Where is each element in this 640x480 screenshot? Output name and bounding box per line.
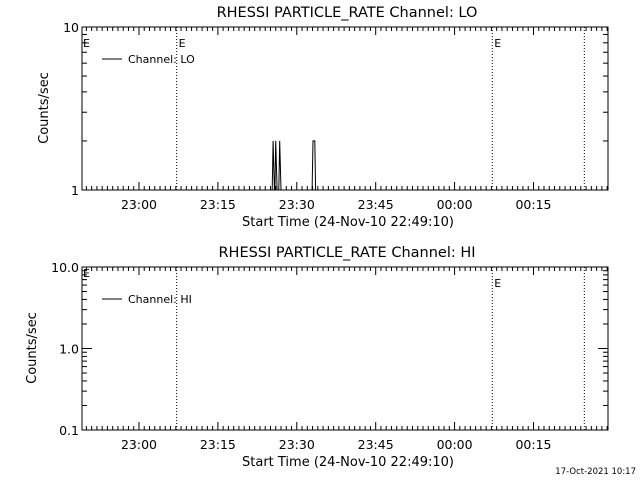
x-tick-label: 00:15 (515, 437, 551, 452)
x-tick-label: 23:45 (358, 197, 394, 212)
plot-frame (81, 26, 609, 191)
x-tick-label: 23:00 (121, 437, 157, 452)
y-axis-label-hi: Counts/sec (25, 312, 40, 384)
x-tick-label: 23:15 (200, 437, 236, 452)
x-tick-label: 23:15 (200, 197, 236, 212)
legend-label-lo: Channel: LO (128, 53, 195, 66)
x-tick-label: 23:30 (279, 437, 315, 452)
y-tick-label: 1 (71, 183, 79, 198)
x-tick-label: 23:30 (279, 197, 315, 212)
event-marker-label: E (494, 277, 501, 290)
x-tick-label: 00:15 (515, 197, 551, 212)
x-tick-label: 23:45 (358, 437, 394, 452)
event-marker-label: E (179, 37, 186, 50)
y-tick-label: 10.0 (51, 260, 79, 275)
y-tick-label: 1.0 (59, 342, 79, 357)
plot-frame (81, 266, 609, 431)
event-marker-label: E (83, 267, 90, 280)
x-tick-label: 00:00 (437, 197, 473, 212)
legend-label-hi: Channel: HI (128, 293, 192, 306)
x-axis-label-hi: Start Time (24-Nov-10 22:49:10) (242, 455, 454, 470)
event-marker-label: E (83, 37, 90, 50)
y-tick-label: 10 (63, 20, 79, 35)
y-tick-label: 0.1 (59, 423, 79, 438)
chart-title-hi: RHESSI PARTICLE_RATE Channel: HI (218, 245, 475, 261)
event-marker-label: E (494, 37, 501, 50)
chart-panel-lo: RHESSI PARTICLE_RATE Channel: LO Start T… (37, 5, 609, 230)
x-tick-label: 00:00 (437, 437, 473, 452)
x-axis-label-lo: Start Time (24-Nov-10 22:49:10) (242, 215, 454, 230)
x-tick-label: 23:00 (121, 197, 157, 212)
y-axis-label-lo: Counts/sec (37, 72, 52, 144)
chart-title-lo: RHESSI PARTICLE_RATE Channel: LO (217, 5, 478, 21)
chart-panel-hi: RHESSI PARTICLE_RATE Channel: HI Start T… (25, 245, 609, 470)
series-line (271, 140, 317, 191)
footer-timestamp: 17-Oct-2021 10:17 (555, 467, 636, 477)
